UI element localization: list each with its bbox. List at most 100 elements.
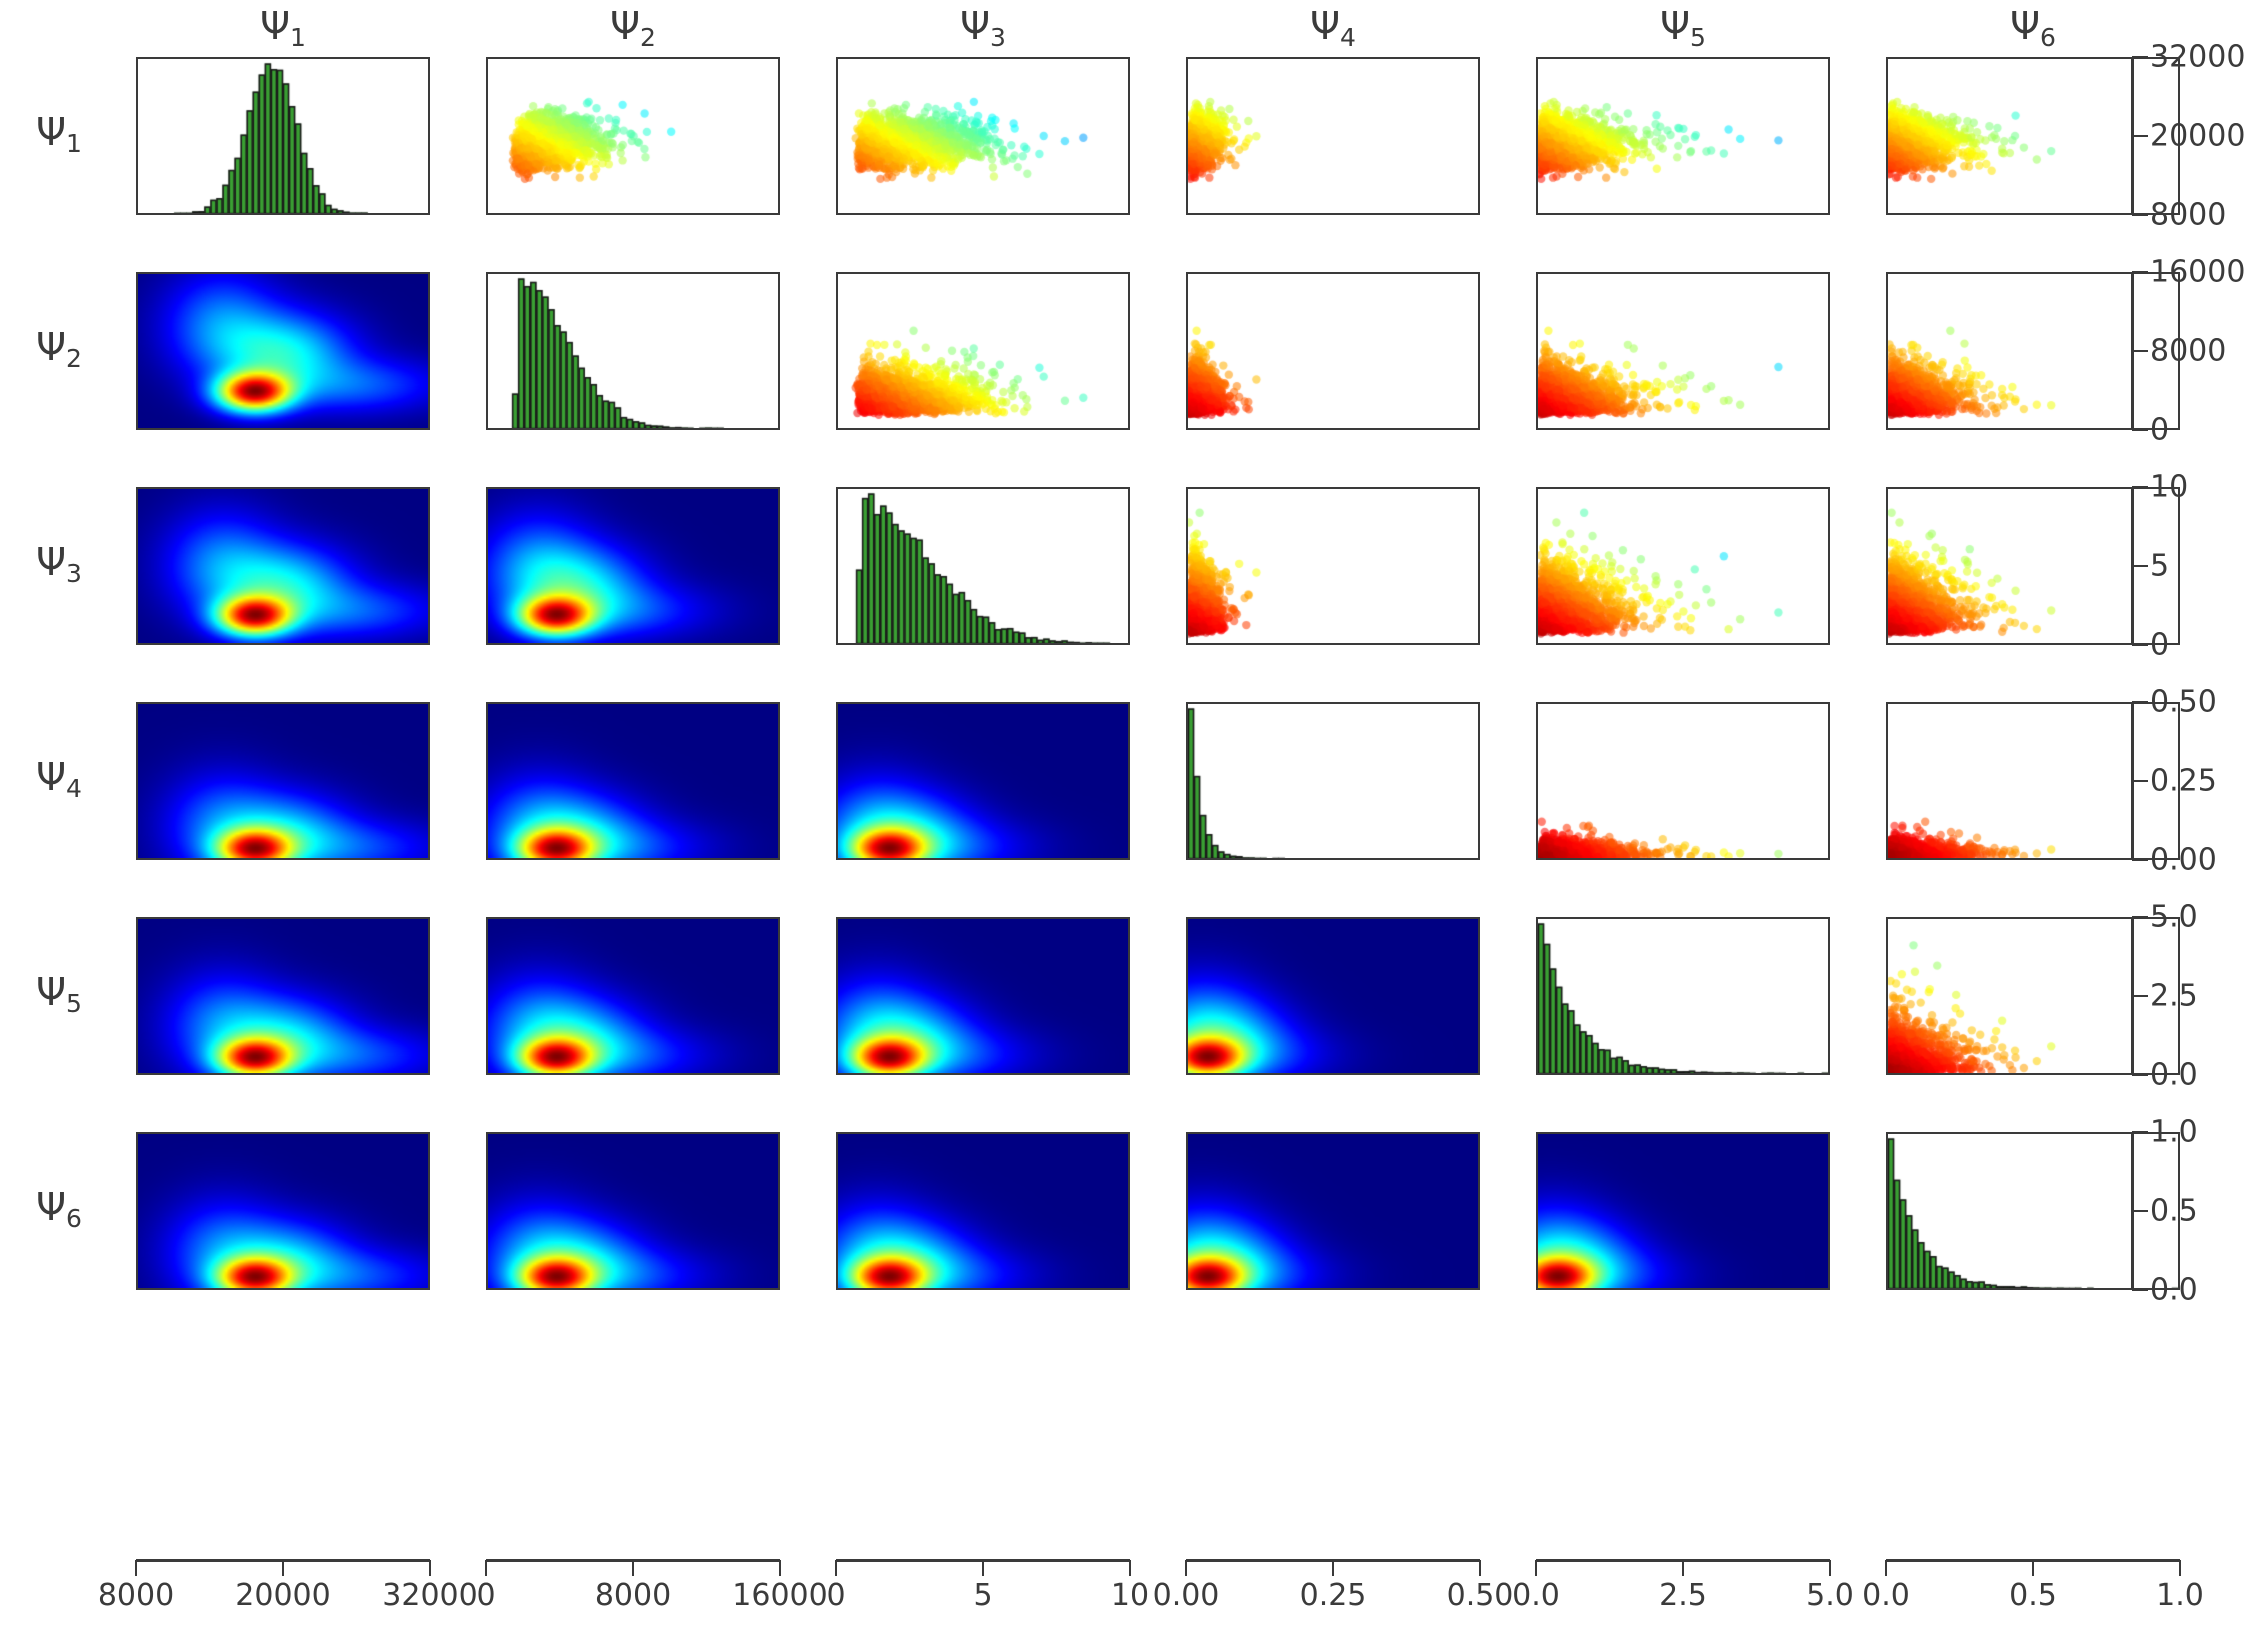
x-tick-mark — [1185, 1560, 1187, 1576]
cell-kde-r4c2 — [486, 702, 780, 860]
y-tick-label-row2-0: 0 — [2150, 412, 2170, 448]
kde-plot — [138, 489, 428, 643]
kde-plot — [138, 1134, 428, 1288]
x-tick-label-col6-0: 0.0 — [1862, 1578, 1910, 1613]
x-tick-mark — [779, 1560, 781, 1576]
column-header-psi5: Ψ5 — [1536, 4, 1830, 52]
cell-scatter-r2c3 — [836, 272, 1130, 430]
column-header-subscript: 1 — [290, 23, 306, 52]
scatter-plot — [1188, 274, 1478, 428]
x-tick-mark — [982, 1560, 984, 1576]
x-tick-label-col3-0: 0 — [826, 1578, 846, 1613]
cell-histogram-r5c5 — [1536, 917, 1830, 1075]
row-header-base: Ψ — [36, 1185, 66, 1229]
cell-scatter-r2c4 — [1186, 272, 1480, 430]
scatter-plot — [1188, 59, 1478, 213]
y-tick-mark — [2132, 916, 2148, 918]
cell-kde-r4c3 — [836, 702, 1130, 860]
cell-kde-r3c2 — [486, 487, 780, 645]
scatter-plot — [1538, 274, 1828, 428]
x-tick-label-col6-2: 1.0 — [2156, 1578, 2204, 1613]
row-header-psi4: Ψ4 — [0, 755, 118, 803]
y-tick-mark — [2132, 1131, 2148, 1133]
kde-plot — [1188, 1134, 1478, 1288]
y-tick-label-row3-0: 0 — [2150, 627, 2170, 663]
kde-plot — [488, 489, 778, 643]
row-header-psi2: Ψ2 — [0, 325, 118, 373]
hist-plot — [1188, 704, 1478, 858]
x-tick-label-col3-2: 10 — [1110, 1578, 1150, 1613]
scatter-plot — [1888, 919, 2178, 1073]
column-header-subscript: 2 — [640, 23, 656, 52]
scatter-plot — [1888, 489, 2178, 643]
y-tick-mark — [2132, 214, 2148, 216]
cell-scatter-r2c5 — [1536, 272, 1830, 430]
x-tick-label-col5-2: 5.0 — [1806, 1578, 1854, 1613]
x-tick-mark — [1332, 1560, 1334, 1576]
y-tick-mark — [2132, 56, 2148, 58]
row-header-subscript: 5 — [66, 989, 82, 1018]
y-tick-label-row1-0: 8000 — [2150, 197, 2227, 233]
column-header-subscript: 3 — [990, 23, 1006, 52]
y-tick-mark — [2132, 780, 2148, 782]
cell-kde-r6c1 — [136, 1132, 430, 1290]
cell-scatter-r1c2 — [486, 57, 780, 215]
y-tick-label-row3-2: 10 — [2150, 469, 2189, 505]
scatter-plot — [1188, 489, 1478, 643]
column-header-psi2: Ψ2 — [486, 4, 780, 52]
scatter-plot — [1888, 59, 2178, 213]
kde-plot — [488, 919, 778, 1073]
scatter-plot — [1888, 704, 2178, 858]
x-tick-label-col4-0: 0.00 — [1152, 1578, 1220, 1613]
column-header-subscript: 4 — [1340, 23, 1356, 52]
cell-scatter-r4c5 — [1536, 702, 1830, 860]
x-tick-mark — [2179, 1560, 2181, 1576]
cell-kde-r5c2 — [486, 917, 780, 1075]
y-tick-label-row5-0: 0.0 — [2150, 1057, 2198, 1093]
y-tick-label-row6-1: 0.5 — [2150, 1193, 2198, 1229]
row-header-base: Ψ — [36, 970, 66, 1014]
hist-plot — [1888, 1134, 2178, 1288]
y-tick-mark — [2132, 135, 2148, 137]
cell-kde-r4c1 — [136, 702, 430, 860]
x-tick-mark — [835, 1560, 837, 1576]
column-header-base: Ψ — [610, 4, 640, 48]
cell-histogram-r2c2 — [486, 272, 780, 430]
x-tick-mark — [1479, 1560, 1481, 1576]
x-tick-label-col2-1: 8000 — [594, 1578, 672, 1613]
hist-plot — [138, 59, 428, 213]
scatter-plot — [1538, 704, 1828, 858]
cell-kde-r5c4 — [1186, 917, 1480, 1075]
x-tick-mark — [485, 1560, 487, 1576]
row-header-subscript: 2 — [66, 344, 82, 373]
y-tick-label-row2-2: 16000 — [2150, 254, 2246, 290]
cell-scatter-r3c5 — [1536, 487, 1830, 645]
column-header-subscript: 6 — [2040, 23, 2056, 52]
y-tick-label-row6-2: 1.0 — [2150, 1114, 2198, 1150]
x-tick-label-col6-1: 0.5 — [2009, 1578, 2057, 1613]
y-tick-label-row1-2: 32000 — [2150, 39, 2246, 75]
kde-plot — [488, 704, 778, 858]
column-header-psi6: Ψ6 — [1886, 4, 2180, 52]
x-tick-label-col2-0: 0 — [476, 1578, 496, 1613]
x-tick-mark — [1885, 1560, 1887, 1576]
row-header-psi5: Ψ5 — [0, 970, 118, 1018]
y-tick-mark — [2132, 486, 2148, 488]
column-header-psi4: Ψ4 — [1186, 4, 1480, 52]
kde-plot — [838, 919, 1128, 1073]
scatter-plot — [1888, 274, 2178, 428]
column-header-psi1: Ψ1 — [136, 4, 430, 52]
cell-histogram-r1c1 — [136, 57, 430, 215]
scatter-plot — [488, 59, 778, 213]
column-header-base: Ψ — [260, 4, 290, 48]
y-tick-mark — [2132, 1289, 2148, 1291]
kde-plot — [838, 1134, 1128, 1288]
x-tick-label-col5-1: 2.5 — [1659, 1578, 1707, 1613]
cell-kde-r5c1 — [136, 917, 430, 1075]
y-tick-mark — [2132, 995, 2148, 997]
cell-kde-r6c4 — [1186, 1132, 1480, 1290]
kde-plot — [1538, 1134, 1828, 1288]
hist-plot — [1538, 919, 1828, 1073]
x-tick-label-col4-1: 0.25 — [1299, 1578, 1367, 1613]
